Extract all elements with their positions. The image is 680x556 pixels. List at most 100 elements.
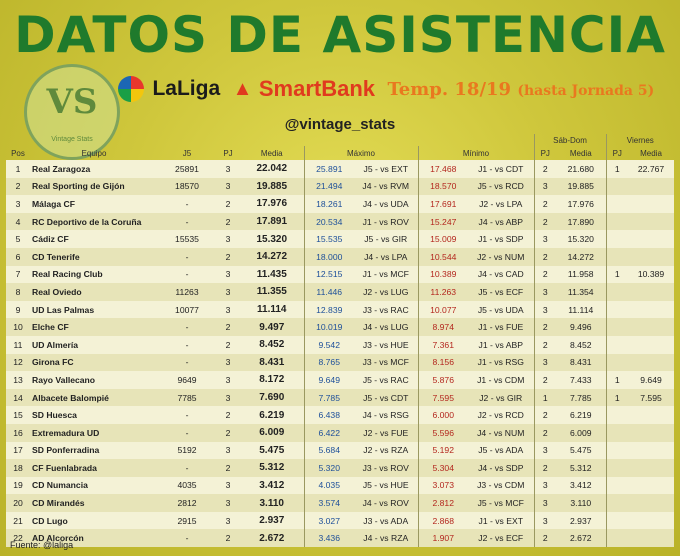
row-min-value: 5.876 (417, 371, 468, 389)
row-sd-pj: 2 (533, 160, 556, 178)
col-v-media: Media (640, 148, 662, 158)
row-v-pj (605, 247, 629, 266)
row-sd-pj: 2 (533, 529, 556, 548)
row-min-value: 2.868 (417, 511, 468, 530)
row-v-media (628, 178, 674, 196)
row-v-pj (605, 335, 629, 354)
row-min-detail: J1 - vs CDM (477, 374, 525, 385)
row-team: Rayo Vallecano (32, 374, 96, 385)
row-sd-pj: 3 (533, 441, 556, 460)
row-media: 22.042 (256, 163, 288, 175)
row-media: 5.312 (259, 462, 285, 474)
sabdom-header: Sáb-Dom (533, 134, 607, 146)
row-team: Real Sporting de Gijón (32, 181, 125, 192)
table-row: 15 SD Huesca - 2 6.219 6.438 J4 - vs RSG 6.000 J… (6, 406, 675, 424)
row-media: 6.219 (259, 409, 285, 421)
row-media: 3.412 (259, 479, 285, 491)
row-v-media (628, 459, 674, 477)
row-min-detail: J4 - vs SDP (478, 462, 524, 473)
row-media: 19.885 (256, 180, 288, 192)
row-v-pj: 1 (605, 388, 629, 407)
row-pos: 1 (15, 163, 21, 174)
row-min-detail: J2 - vs LPA (479, 198, 523, 209)
row-media: 5.475 (259, 444, 285, 456)
row-max-value: 5.684 (303, 441, 354, 460)
row-min-detail: J1 - vs CDT (478, 163, 524, 174)
row-sd-media: 2.937 (570, 515, 592, 526)
row-v-media (628, 301, 674, 319)
row-team: SD Ponferradina (32, 445, 100, 456)
row-v-pj (605, 459, 629, 477)
row-v-media (628, 477, 674, 495)
row-j5: - (185, 269, 189, 280)
row-sd-media: 3.110 (570, 498, 592, 509)
table-row: 13 Rayo Vallecano 9649 3 8.172 9.649 J5 - vs R… (6, 371, 675, 389)
row-team: Real Racing Club (32, 269, 103, 280)
row-v-pj: 1 (605, 265, 629, 284)
row-sd-media: 2.672 (570, 533, 592, 544)
row-max-value: 12.515 (303, 265, 354, 284)
row-v-pj (605, 406, 629, 424)
season-note: (hasta Jornada 5) (517, 82, 655, 99)
row-min-value: 1.907 (417, 529, 468, 548)
row-v-media (628, 230, 674, 248)
row-pj: 3 (225, 286, 231, 297)
row-max-value: 25.891 (303, 160, 354, 178)
table-row: 6 CD Tenerife - 2 14.272 18.000 J4 - vs LPA 10.… (6, 247, 675, 266)
row-sd-pj: 2 (533, 423, 556, 442)
row-sd-pj: 3 (533, 476, 556, 495)
row-pj: 2 (225, 251, 231, 262)
row-max-value: 9.542 (303, 335, 354, 354)
row-min-value: 17.691 (417, 195, 468, 213)
table-row: 10 Elche CF - 2 9.497 10.019 J4 - vs LUG 8.974 J… (6, 318, 675, 336)
row-max-detail: J4 - vs LUG (363, 322, 409, 333)
smartbank-flame-icon: ▲ (232, 77, 253, 100)
row-min-value: 17.468 (417, 160, 468, 178)
col-sd-media: Media (569, 148, 592, 158)
row-min-detail: J4 - vs CAD (477, 269, 524, 280)
row-pos: 6 (15, 251, 21, 262)
table-row: 4 RC Deportivo de la Coruña - 2 17.891 20.534… (6, 212, 675, 231)
row-sd-media: 11.354 (567, 286, 594, 297)
row-j5: 25891 (175, 163, 199, 174)
table-row: 14 Albacete Balompié 7785 3 7.690 7.785 J5 - v… (6, 388, 675, 407)
row-max-value: 10.019 (303, 318, 354, 336)
row-pos: 7 (15, 269, 21, 280)
row-media: 8.172 (259, 374, 285, 386)
row-min-value: 5.192 (417, 441, 468, 460)
row-max-detail: J4 - vs LPA (364, 251, 408, 262)
row-min-value: 10.077 (417, 300, 468, 319)
row-max-detail: J3 - vs ADA (363, 515, 409, 526)
brand-row: LaLiga ▲ SmartBank Temp. 18/19 (hasta Jo… (118, 76, 654, 110)
row-j5: 7785 (177, 392, 197, 403)
row-sd-media: 14.272 (567, 251, 594, 262)
row-j5: 9649 (177, 374, 197, 385)
row-min-value: 2.812 (417, 494, 468, 512)
source-footer: Fuente: @laliga (10, 540, 74, 550)
row-sd-pj: 2 (533, 212, 556, 231)
row-j5: - (185, 339, 189, 350)
row-min-value: 6.000 (417, 406, 468, 424)
row-j5: - (185, 462, 189, 473)
row-sd-pj: 2 (533, 371, 556, 389)
row-sd-pj: 2 (533, 247, 556, 266)
row-min-value: 7.595 (417, 388, 468, 407)
row-sd-media: 9.496 (570, 322, 592, 333)
row-sd-pj: 2 (533, 265, 556, 284)
row-max-value: 3.574 (303, 494, 354, 512)
row-v-media (628, 442, 674, 460)
row-v-media (628, 318, 674, 336)
row-v-media (628, 424, 674, 442)
table-row: 20 CD Mirandés 2812 3 3.110 3.574 J4 - vs ROV 2… (6, 494, 675, 512)
row-v-media: 22.767 (637, 163, 665, 174)
column-header-row: Pos Equipo J5 PJ Media Máximo Mínimo PJ … (6, 146, 674, 160)
row-max-detail: J4 - vs ROV (362, 498, 409, 509)
row-sd-pj: 3 (533, 494, 556, 512)
table-row: 8 Real Oviedo 11263 3 11.355 11.446 J2 - vs LU… (6, 283, 675, 301)
row-max-value: 21.494 (303, 177, 354, 196)
row-media: 11.114 (257, 304, 287, 316)
row-min-detail: J1 - vs EXT (478, 515, 523, 526)
row-j5: 18570 (175, 181, 199, 192)
season-text: Temp. 18/19 (387, 78, 512, 100)
row-max-detail: J3 - vs HUE (362, 339, 409, 350)
